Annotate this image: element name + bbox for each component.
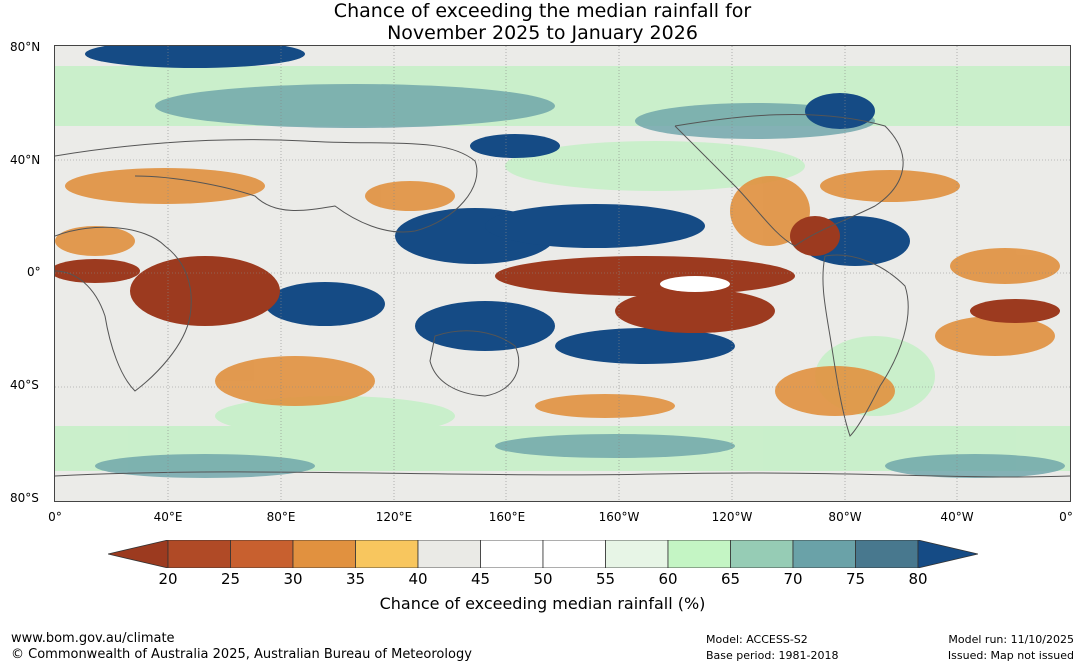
lon-label-80e: 80°E xyxy=(266,510,296,524)
colorbar xyxy=(107,539,979,569)
footer-copyright: © Commonwealth of Australia 2025, Austra… xyxy=(11,647,472,662)
colorbar-bin xyxy=(605,539,669,569)
colorbar-tick-label: 25 xyxy=(220,570,241,588)
dry-orange-regions xyxy=(55,168,1060,418)
colorbar-bin xyxy=(730,539,794,569)
colorbar-bin xyxy=(792,539,856,569)
coastlines xyxy=(55,113,1070,478)
colorbar-bin xyxy=(292,539,356,569)
colorbar-bin xyxy=(480,539,544,569)
lon-label-160e: 160°E xyxy=(488,510,526,524)
title-line-2: November 2025 to January 2026 xyxy=(387,22,698,44)
lon-label-120w: 120°W xyxy=(711,510,753,524)
colorbar-tick-label: 65 xyxy=(720,570,741,588)
footer-issued: Issued: Map not issued xyxy=(947,649,1074,662)
lon-label-80w: 80°W xyxy=(828,510,862,524)
colorbar-bin xyxy=(417,539,481,569)
footer-base-period: Base period: 1981-2018 xyxy=(706,649,839,662)
lon-label-40w: 40°W xyxy=(940,510,974,524)
lon-label-0-right: 0° xyxy=(1059,510,1073,524)
equatorial-gap xyxy=(660,276,730,292)
colorbar-tick-label: 45 xyxy=(470,570,491,588)
colorbar-graphic xyxy=(107,539,979,569)
lat-label-equator: 0° xyxy=(27,265,41,279)
colorbar-label: Chance of exceeding median rainfall (%) xyxy=(379,594,706,613)
colorbar-bin xyxy=(542,539,606,569)
title-line-1: Chance of exceeding the median rainfall … xyxy=(333,0,752,22)
lat-label-80s: 80°S xyxy=(10,491,39,505)
colorbar-tick-label: 55 xyxy=(595,570,616,588)
colorbar-tick-label: 50 xyxy=(533,570,553,588)
lat-label-40s: 40°S xyxy=(10,378,39,392)
map-title: Chance of exceeding the median rainfall … xyxy=(0,0,1085,44)
lat-label-40n: 40°N xyxy=(10,153,41,167)
rainfall-map-graphic xyxy=(55,46,1070,501)
colorbar-extend-high xyxy=(917,539,979,569)
wet-blue-regions xyxy=(85,46,910,364)
lon-label-120e: 120°E xyxy=(375,510,413,524)
colorbar-bin xyxy=(355,539,419,569)
colorbar-tick-label: 70 xyxy=(783,570,803,588)
colorbar-tick-label: 20 xyxy=(158,570,178,588)
colorbar-bin xyxy=(230,539,294,569)
footer-url[interactable]: www.bom.gov.au/climate xyxy=(11,631,175,646)
colorbar-bin xyxy=(855,539,919,569)
lon-label-0-left: 0° xyxy=(48,510,62,524)
colorbar-tick-label: 40 xyxy=(408,570,428,588)
colorbar-bin xyxy=(667,539,731,569)
lat-label-80n: 80°N xyxy=(10,40,41,54)
colorbar-tick-label: 75 xyxy=(845,570,866,588)
colorbar-bin xyxy=(167,539,231,569)
lon-label-40e: 40°E xyxy=(153,510,183,524)
lon-label-160w: 160°W xyxy=(598,510,640,524)
footer-model-run: Model run: 11/10/2025 xyxy=(948,633,1074,646)
footer-model: Model: ACCESS-S2 xyxy=(706,633,808,646)
rainfall-map xyxy=(54,45,1071,502)
colorbar-tick-label: 35 xyxy=(345,570,366,588)
colorbar-tick-label: 80 xyxy=(908,570,928,588)
graticule xyxy=(55,46,1070,501)
colorbar-tick-label: 30 xyxy=(283,570,303,588)
colorbar-tick-label: 60 xyxy=(658,570,678,588)
colorbar-extend-low xyxy=(107,539,169,569)
